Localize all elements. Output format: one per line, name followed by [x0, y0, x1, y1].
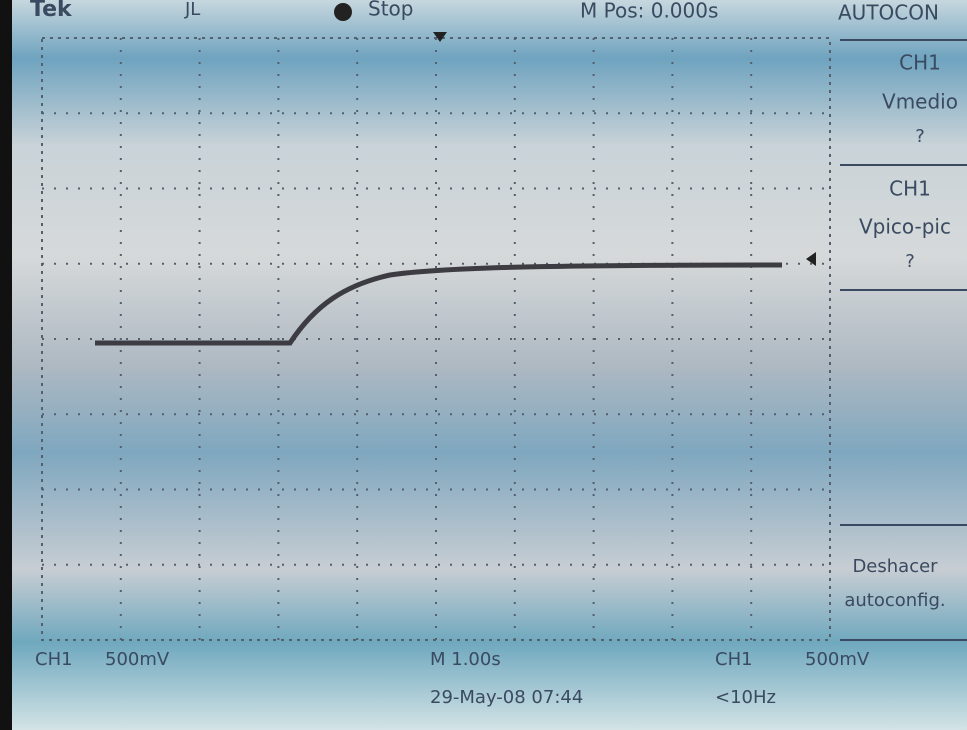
status: Stop [368, 0, 413, 21]
trigger-icon: JL [184, 0, 200, 20]
menu-channel[interactable]: CH1 [899, 51, 941, 75]
menu-title: AUTOCON [838, 1, 939, 25]
menu-separators [840, 39, 967, 641]
menu-action[interactable]: Deshacer [852, 556, 938, 577]
graticule [42, 38, 830, 640]
frequency: <10Hz [715, 687, 776, 708]
graticule-border [41, 37, 831, 641]
bezel [0, 0, 12, 730]
datetime: 29-May-08 07:44 [430, 687, 583, 708]
signal-trace [95, 262, 783, 346]
menu-measure[interactable]: Vpico-pic [859, 215, 951, 239]
channel-label: CH1 [35, 649, 73, 670]
trigger-channel: CH1 [715, 649, 753, 670]
menu-value[interactable]: ? [905, 251, 915, 272]
trigger-level: 500mV [805, 649, 870, 670]
menu-value[interactable]: ? [915, 126, 925, 147]
position: M Pos: 0.000s [580, 0, 718, 23]
menu-measure[interactable]: Vmedio [882, 90, 958, 114]
channel-scale: 500mV [105, 649, 170, 670]
brand: Tek [30, 0, 73, 22]
run-indicator [334, 3, 352, 21]
menu-action[interactable]: autoconfig. [844, 590, 945, 611]
menu-channel[interactable]: CH1 [889, 177, 931, 201]
timebase: M 1.00s [430, 649, 501, 670]
